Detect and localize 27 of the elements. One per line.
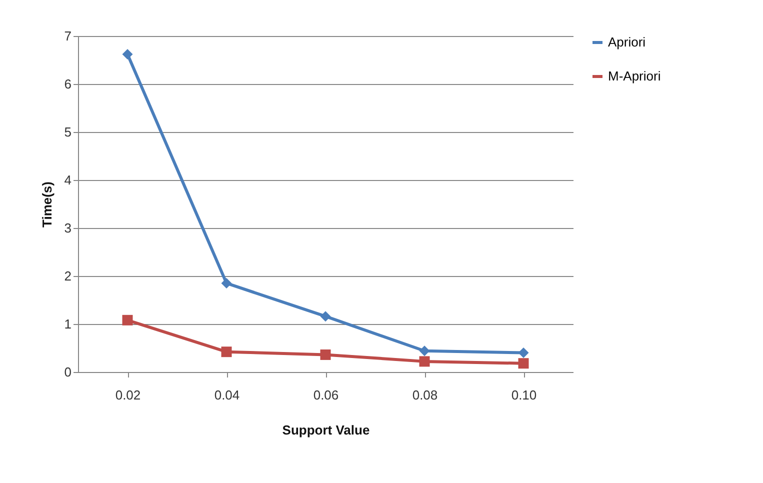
y-tick-label: 1 (64, 316, 72, 332)
point (122, 314, 133, 326)
point (320, 311, 331, 322)
y-tick-label: 7 (64, 28, 72, 44)
point (221, 346, 232, 358)
point (320, 349, 331, 360)
y-tick-label: 0 (64, 364, 72, 380)
x-tick-label: 0.08 (412, 388, 438, 402)
y-tick-label: 4 (64, 172, 72, 188)
x-tick-label: 0.04 (214, 388, 240, 402)
y-tick-label: 6 (64, 76, 72, 92)
x-tick-label: 0.06 (313, 388, 339, 402)
point (518, 358, 529, 369)
point (419, 356, 430, 367)
x-tick-label: 0.10 (511, 388, 537, 402)
point (221, 278, 232, 288)
x-tick-label: 0.02 (115, 388, 141, 402)
y-tick-label: 3 (64, 220, 72, 236)
x-axis-title: Support Value (282, 422, 370, 438)
point (518, 348, 529, 358)
y-tick-label: 2 (64, 268, 72, 284)
legend-label: Apriori (608, 34, 646, 50)
y-axis-title: Time(s) (39, 182, 54, 228)
point (122, 48, 133, 60)
y-tick-label: 5 (64, 124, 72, 140)
point (419, 346, 430, 356)
legend-label: M-Apriori (608, 68, 661, 84)
